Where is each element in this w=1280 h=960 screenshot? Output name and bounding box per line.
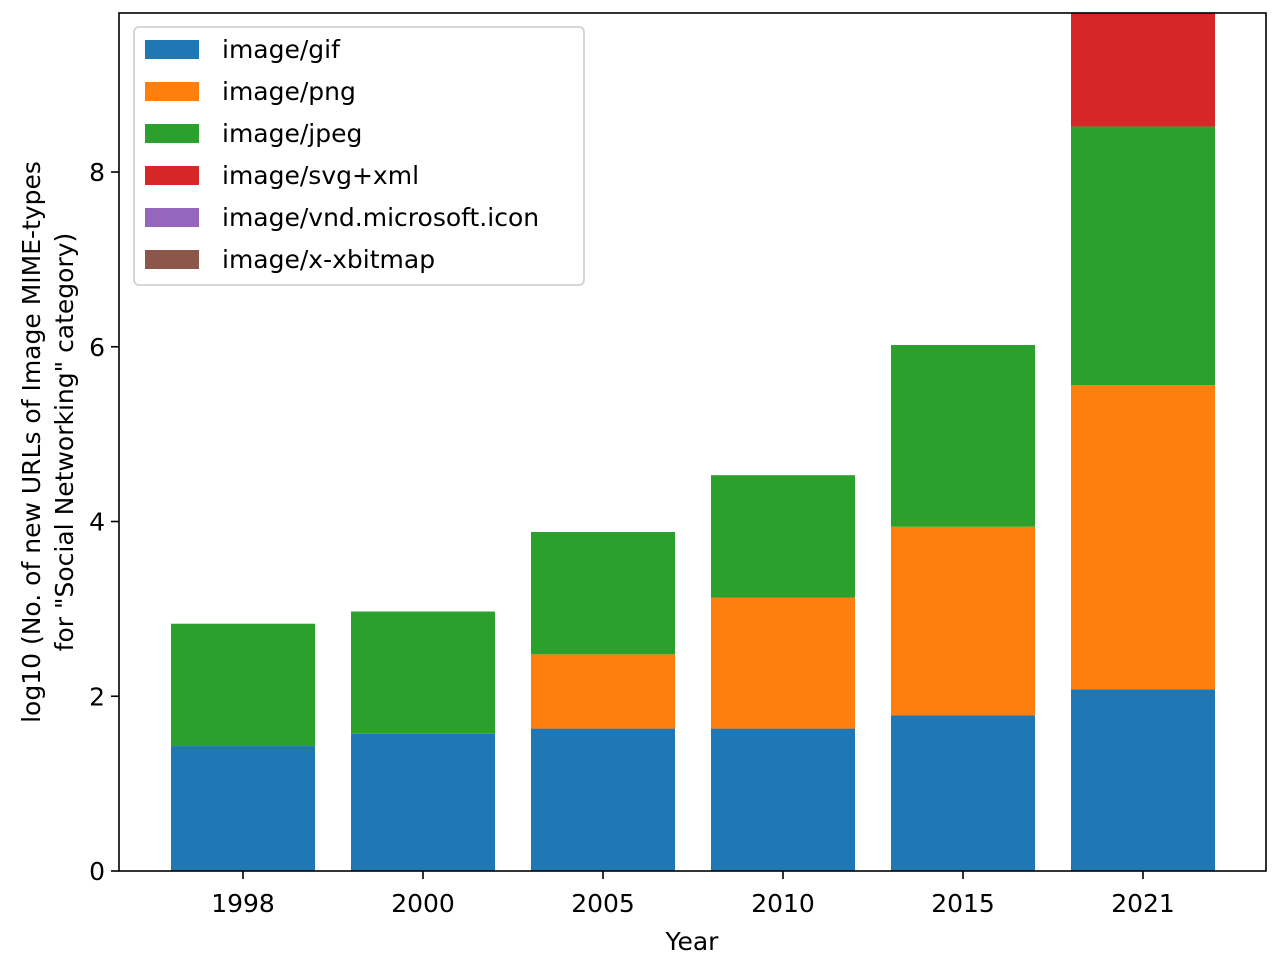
plot-frame — [118, 12, 1267, 872]
legend-swatch-0 — [145, 40, 199, 59]
bar-2021-series-1 — [1071, 385, 1215, 690]
y-axis-ticks: 0 2 4 6 8 — [89, 158, 119, 886]
bar-2005-series-1 — [531, 654, 675, 729]
legend-label-0: image/gif — [222, 35, 341, 64]
bars-layer — [171, 13, 1215, 871]
y-tick-label: 0 — [89, 857, 105, 886]
x-axis-label: Year — [665, 927, 720, 956]
legend-swatch-5 — [145, 250, 199, 269]
x-axis-ticks: 1998 2000 2005 2010 2015 2021 — [211, 871, 1175, 918]
y-tick-label: 6 — [89, 333, 105, 362]
legend-label-3: image/svg+xml — [222, 161, 419, 190]
legend-label-2: image/jpeg — [222, 119, 362, 148]
x-tick-label: 2010 — [751, 889, 815, 918]
bar-2005-series-2 — [531, 531, 675, 655]
bar-2015-series-2 — [891, 345, 1035, 527]
bar-2015-series-1 — [891, 526, 1035, 716]
y-axis-label-line2: for "Social Networking" category) — [50, 233, 79, 652]
bar-1998-series-0 — [171, 746, 315, 871]
legend-label-4: image/vnd.microsoft.icon — [222, 203, 539, 232]
x-tick-label: 1998 — [211, 889, 275, 918]
legend: image/gif image/png image/jpeg image/svg+xm… — [133, 26, 585, 286]
bar-2015-series-0 — [891, 715, 1035, 871]
legend-swatch-2 — [145, 124, 199, 143]
x-tick-label: 2015 — [931, 889, 995, 918]
bar-2021-series-3 — [1071, 13, 1215, 127]
legend-label-1: image/png — [222, 77, 356, 106]
y-tick-label: 2 — [89, 682, 105, 711]
x-tick-label: 2000 — [391, 889, 455, 918]
y-axis-label-line1: log10 (No. of new URLs of Image MIME-typ… — [17, 161, 46, 723]
bar-2005-series-0 — [531, 728, 675, 871]
bar-2010-series-1 — [711, 597, 855, 729]
bar-2010-series-0 — [711, 728, 855, 871]
legend-swatch-3 — [145, 166, 199, 185]
legend-items: image/gif image/png image/jpeg image/svg+xm… — [145, 35, 539, 274]
legend-frame — [133, 26, 585, 286]
legend-swatch-1 — [145, 82, 199, 101]
legend-swatch-4 — [145, 208, 199, 227]
x-tick-label: 2005 — [571, 889, 635, 918]
x-tick-label: 2021 — [1111, 889, 1175, 918]
bar-2021-series-0 — [1071, 689, 1215, 871]
bar-1998-series-2 — [171, 623, 315, 747]
bar-2021-series-2 — [1071, 126, 1215, 386]
legend-label-5: image/x-xbitmap — [222, 245, 435, 274]
bar-2000-series-0 — [351, 733, 495, 871]
bar-2000-series-2 — [351, 611, 495, 734]
y-tick-label: 4 — [89, 508, 105, 537]
bar-2010-series-2 — [711, 475, 855, 598]
y-tick-label: 8 — [89, 158, 105, 187]
